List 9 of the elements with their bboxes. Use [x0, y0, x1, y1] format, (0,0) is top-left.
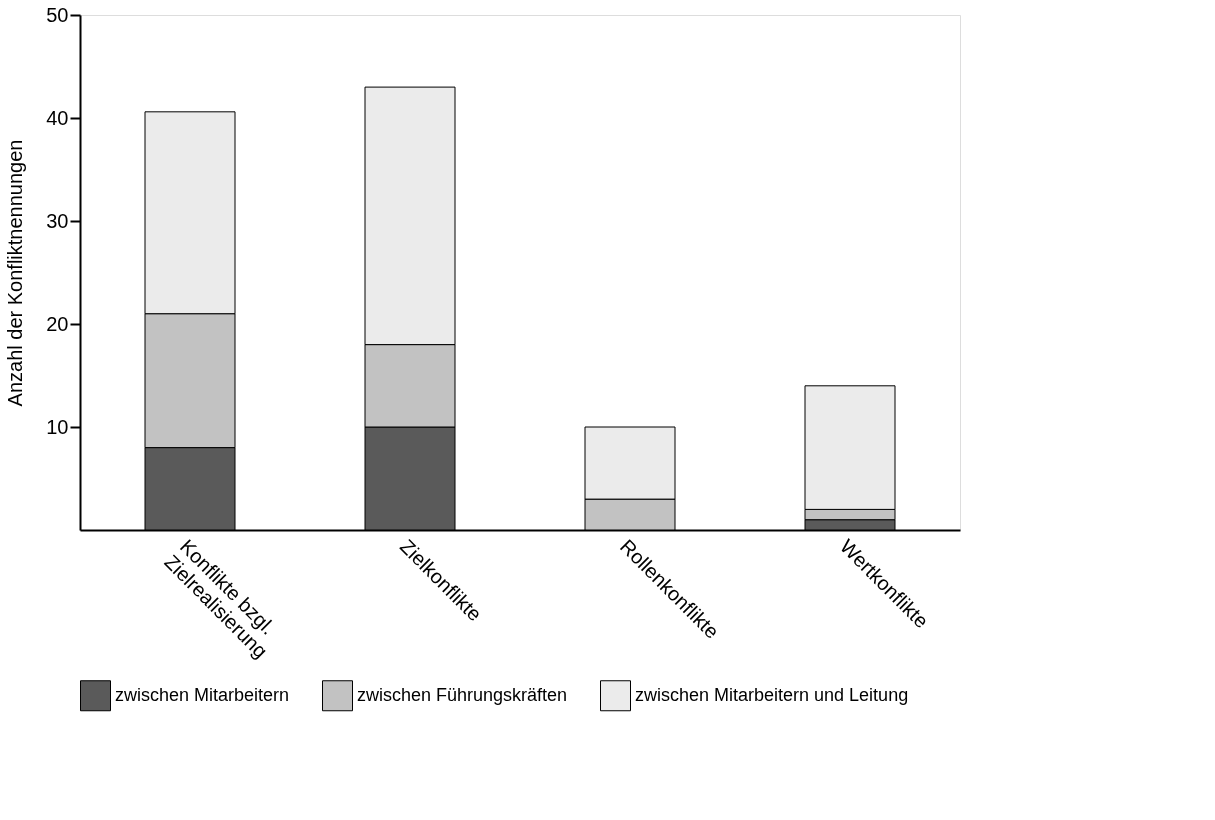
y-tick-label: 30: [46, 209, 69, 232]
y-tick-label: 50: [46, 3, 69, 26]
legend-label: zwischen Führungskräften: [357, 684, 568, 705]
y-axis-title: Anzahl der Konfliktnennungen: [4, 139, 27, 407]
y-tick-label: 40: [46, 106, 69, 129]
legend-label: zwischen Mitarbeitern: [115, 684, 290, 705]
y-tick-label: 10: [46, 415, 69, 438]
y-tick-label: 20: [46, 312, 69, 335]
legend-label: zwischen Mitarbeitern und Leitung: [635, 684, 909, 705]
